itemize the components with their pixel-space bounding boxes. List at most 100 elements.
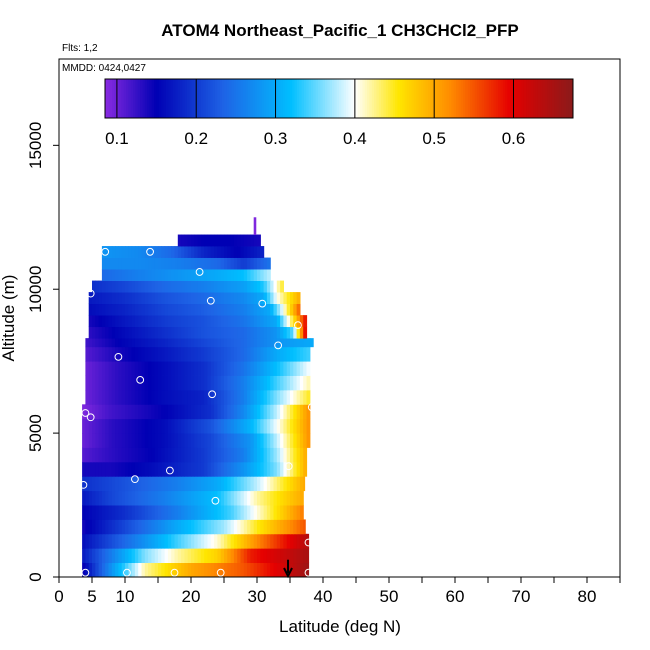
- heatmap-cell: [148, 315, 152, 328]
- heatmap-cell: [141, 389, 146, 405]
- sample-point: [114, 352, 123, 361]
- heatmap-cell: [217, 326, 222, 339]
- heatmap-cell: [167, 490, 172, 506]
- colorbar-segment: [418, 79, 422, 118]
- heatmap-cell: [164, 476, 169, 492]
- heatmap-cell: [161, 533, 166, 549]
- heatmap-cell: [207, 476, 212, 492]
- heatmap-cell: [118, 548, 123, 564]
- heatmap-cell: [184, 447, 189, 463]
- colorbar-segment: [229, 79, 232, 118]
- heatmap-cell: [167, 346, 172, 362]
- heatmap-cell: [273, 346, 278, 362]
- heatmap-cell: [164, 326, 169, 339]
- heatmap-cell: [303, 548, 308, 564]
- heatmap-cell: [95, 346, 100, 362]
- heatmap-cell: [217, 562, 222, 578]
- heatmap-cell: [197, 257, 202, 270]
- heatmap-cell: [82, 533, 86, 549]
- heatmap-cell: [243, 234, 248, 247]
- heatmap-cell: [111, 461, 116, 477]
- heatmap-cell: [253, 246, 258, 258]
- heatmap-cell: [167, 418, 172, 434]
- heatmap-cell: [266, 418, 271, 434]
- heatmap-cell: [128, 375, 133, 391]
- heatmap-cell: [111, 418, 116, 434]
- heatmap-cell: [266, 505, 271, 520]
- heatmap-cell: [293, 303, 298, 316]
- heatmap-cell: [154, 490, 159, 506]
- heatmap-cell: [125, 246, 129, 258]
- heatmap-cell: [181, 361, 185, 376]
- heatmap-cell: [131, 562, 136, 578]
- colorbar-segment: [128, 79, 132, 118]
- heatmap-cell: [131, 375, 136, 391]
- heatmap-cell: [115, 533, 119, 549]
- heatmap-cell: [210, 461, 215, 477]
- heatmap-cell: [154, 280, 159, 293]
- heatmap-cell: [181, 257, 185, 270]
- heatmap-cell: [273, 361, 278, 376]
- heatmap-cell: [111, 447, 116, 463]
- heatmap-cell: [121, 433, 126, 448]
- heatmap-cell: [253, 326, 258, 339]
- heatmap-cell: [128, 433, 133, 448]
- heatmap-cell: [290, 361, 294, 376]
- heatmap-cell: [121, 303, 126, 316]
- heatmap-cell: [280, 303, 284, 316]
- heatmap-cell: [233, 292, 238, 305]
- heatmap-cell: [167, 476, 172, 492]
- colorbar-segment: [222, 79, 225, 118]
- heatmap-cell: [230, 280, 235, 293]
- colorbar-segment: [507, 79, 511, 118]
- heatmap-cell: [253, 338, 258, 348]
- heatmap-cell: [217, 292, 222, 305]
- heatmap-cell: [82, 519, 86, 535]
- heatmap-cell: [240, 490, 245, 506]
- sample-point: [165, 466, 174, 475]
- colorbar-segment: [203, 79, 207, 118]
- heatmap-cell: [273, 280, 278, 293]
- heatmap-cell: [128, 533, 133, 549]
- heatmap-cell: [118, 404, 123, 420]
- heatmap-cell: [174, 338, 179, 348]
- colorbar-segment: [540, 79, 544, 118]
- heatmap-cell: [204, 389, 209, 405]
- heatmap-cell: [125, 519, 129, 535]
- heatmap-cell: [101, 280, 106, 293]
- heatmap-cell: [134, 562, 139, 578]
- heatmap-cell: [243, 389, 248, 405]
- heatmap-cell: [128, 476, 133, 492]
- heatmap-cell: [105, 257, 110, 270]
- heatmap-cell: [115, 505, 119, 520]
- heatmap-cell: [121, 375, 126, 391]
- heatmap-cell: [270, 447, 275, 463]
- heatmap-cell: [237, 346, 242, 362]
- heatmap-cell: [257, 505, 261, 520]
- heatmap-cell: [191, 461, 195, 477]
- heatmap-cell: [128, 257, 133, 270]
- heatmap-cell: [207, 326, 212, 339]
- heatmap-cell: [128, 548, 133, 564]
- heatmap-cell: [82, 447, 86, 463]
- heatmap-cell: [260, 404, 265, 420]
- heatmap-cell: [88, 315, 93, 328]
- heatmap-cell: [260, 375, 265, 391]
- heatmap-cell: [167, 548, 172, 564]
- heatmap-cell: [141, 461, 146, 477]
- heatmap-cell: [220, 246, 225, 258]
- heatmap-cell: [144, 418, 149, 434]
- heatmap-cell: [204, 433, 209, 448]
- heatmap-cell: [200, 519, 205, 535]
- heatmap-cell: [210, 447, 215, 463]
- heatmap-cell: [85, 361, 90, 376]
- heatmap-cell: [148, 461, 152, 477]
- colorbar-segment: [184, 79, 188, 118]
- heatmap-cell: [270, 361, 275, 376]
- heatmap-cell: [167, 519, 172, 535]
- heatmap-cell: [158, 375, 162, 391]
- heatmap-cell: [164, 490, 169, 506]
- heatmap-cell: [167, 404, 172, 420]
- heatmap-cell: [243, 361, 248, 376]
